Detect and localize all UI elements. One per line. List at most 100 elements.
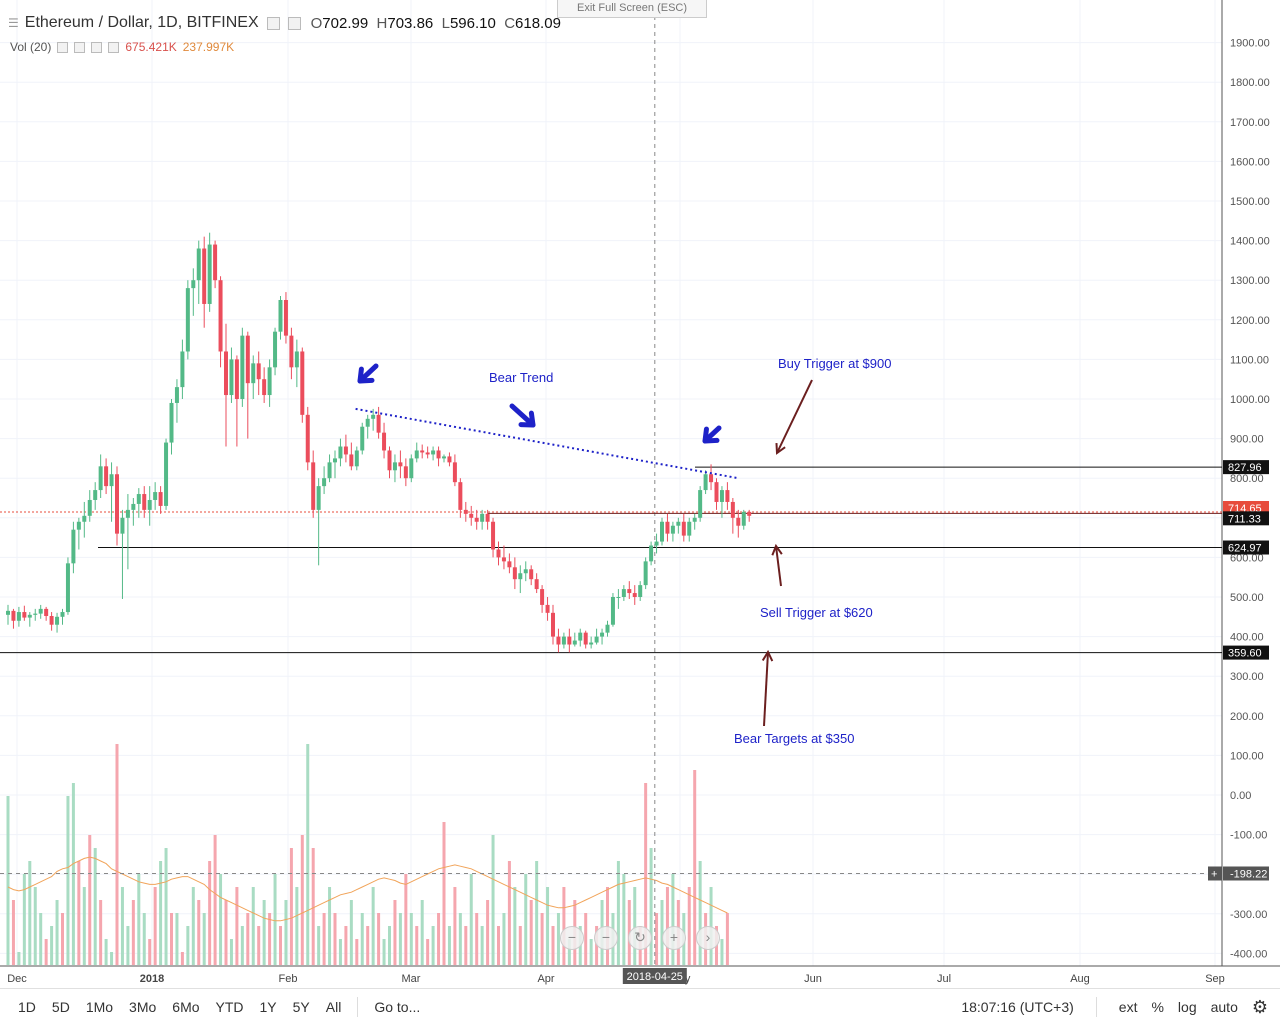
- volume-bar: [404, 874, 408, 965]
- candle-body: [360, 426, 365, 451]
- volume-bar: [240, 926, 244, 965]
- ext-toggle[interactable]: ext: [1118, 999, 1138, 1015]
- crosshair-x-label: 2018-04-25: [627, 971, 683, 983]
- volume-bar: [61, 913, 64, 965]
- timeframe-1d[interactable]: 1D: [18, 999, 36, 1015]
- goto-button[interactable]: Go to...: [374, 999, 421, 1015]
- candle-body: [371, 414, 376, 419]
- candle-body: [545, 604, 550, 613]
- candle-body: [158, 492, 163, 506]
- indicator-remove-icon[interactable]: [108, 41, 120, 53]
- y-tick-label: 1000.00: [1230, 394, 1270, 406]
- candle-body: [632, 593, 637, 597]
- crosshair-plus-icon: +: [1211, 868, 1217, 880]
- volume-bar: [622, 874, 626, 965]
- candle-body: [703, 474, 708, 491]
- x-tick-label: Apr: [537, 973, 554, 985]
- crosshair-plus-box: [1208, 866, 1222, 881]
- timeframe-5y[interactable]: 5Y: [292, 999, 310, 1015]
- volume-bar: [22, 874, 26, 965]
- candle-body: [387, 450, 392, 471]
- candle-body: [262, 379, 267, 396]
- volume-bar: [437, 913, 441, 965]
- price-chart[interactable]: 1900.00 1800.00 1700.00 1600.00 1500.00 1400.…: [0, 0, 1280, 988]
- percent-toggle[interactable]: %: [1151, 999, 1164, 1015]
- volume-value: 675.421K: [125, 40, 177, 54]
- y-tick-label: 400.00: [1230, 632, 1264, 644]
- chart-legend: ☰ Ethereum / Dollar, 1D, BITFINEX O702.9…: [8, 14, 561, 32]
- candle-body: [71, 529, 76, 564]
- candle-body: [289, 335, 294, 368]
- collapse-icon[interactable]: ☰: [8, 16, 19, 30]
- y-tick-label: 1300.00: [1230, 275, 1270, 287]
- volume-bar: [420, 900, 424, 965]
- sell-trigger-arrow: [775, 545, 782, 587]
- candle-body: [164, 442, 169, 506]
- reset-icon[interactable]: ↻: [628, 926, 652, 950]
- indicator-settings-icon[interactable]: [57, 41, 69, 53]
- plot-area: [0, 0, 1222, 966]
- candle-body: [638, 585, 643, 597]
- candle-body: [196, 248, 201, 281]
- candle-body: [589, 642, 594, 645]
- y-tick-label: 100.00: [1230, 750, 1264, 762]
- candle-body: [681, 521, 686, 536]
- timeframe-ytd[interactable]: YTD: [215, 999, 244, 1015]
- volume-bar: [720, 939, 724, 965]
- price-label-box: [1223, 645, 1269, 660]
- price-label-box: [1223, 511, 1269, 526]
- timeframe-1y[interactable]: 1Y: [259, 999, 277, 1015]
- timeframe-all[interactable]: All: [325, 999, 342, 1015]
- volume-bar: [589, 939, 593, 965]
- indicator-add-icon[interactable]: [91, 41, 103, 53]
- candle-body: [600, 632, 605, 637]
- candle-body: [343, 446, 348, 455]
- volume-bar: [447, 926, 451, 965]
- zoom-out-button-icon[interactable]: −: [594, 926, 618, 950]
- timeframe-6mo[interactable]: 6Mo: [172, 999, 200, 1015]
- candle-body: [327, 462, 332, 479]
- candle-body: [136, 494, 141, 504]
- gear-icon[interactable]: ⚙: [1251, 996, 1268, 1017]
- zoom-out-icon[interactable]: −: [560, 926, 584, 950]
- candle-body: [240, 335, 245, 399]
- exit-fullscreen-button[interactable]: Exit Full Screen (ESC): [557, 0, 707, 18]
- timeframe-5d[interactable]: 5D: [51, 999, 70, 1015]
- buy-trigger-label: Buy Trigger at $900: [778, 356, 891, 371]
- volume-bar: [262, 900, 266, 965]
- volume-bar: [349, 900, 353, 965]
- x-tick-label: Jul: [937, 973, 951, 985]
- hide-icon[interactable]: [287, 16, 301, 30]
- scroll-right-icon[interactable]: ›: [696, 926, 720, 950]
- candle-body: [474, 517, 479, 522]
- volume-bar: [409, 913, 413, 965]
- volume-bar: [170, 913, 173, 965]
- volume-bar: [442, 822, 446, 965]
- timeframe-3mo[interactable]: 3Mo: [129, 999, 157, 1015]
- indicator-hide-icon[interactable]: [74, 41, 86, 53]
- zoom-in-icon[interactable]: +: [662, 926, 686, 950]
- volume-bar: [333, 913, 337, 965]
- candle-body: [447, 456, 452, 463]
- y-tick-label: 500.00: [1230, 592, 1264, 604]
- timeframe-1mo[interactable]: 1Mo: [85, 999, 114, 1015]
- volume-bar: [529, 900, 533, 965]
- settings-icon[interactable]: [266, 16, 280, 30]
- log-toggle[interactable]: log: [1177, 999, 1197, 1015]
- candle-body: [229, 359, 234, 396]
- candle-body: [109, 474, 114, 487]
- volume-bar: [28, 861, 32, 965]
- volume-legend: Vol (20) 675.421K 237.997K: [10, 40, 234, 54]
- y-tick-label: 0.00: [1230, 790, 1251, 802]
- peak-arrow-left-head: [357, 366, 375, 384]
- candle-body: [294, 351, 299, 368]
- volume-bar: [77, 861, 81, 965]
- auto-toggle[interactable]: auto: [1210, 999, 1238, 1015]
- candle-body: [305, 414, 310, 463]
- candle-body: [169, 402, 174, 443]
- candle-body: [643, 561, 648, 586]
- volume-bar: [382, 939, 386, 965]
- price-label-text: 359.60: [1228, 648, 1262, 660]
- volume-bar: [665, 887, 669, 965]
- volume-bar: [17, 952, 21, 965]
